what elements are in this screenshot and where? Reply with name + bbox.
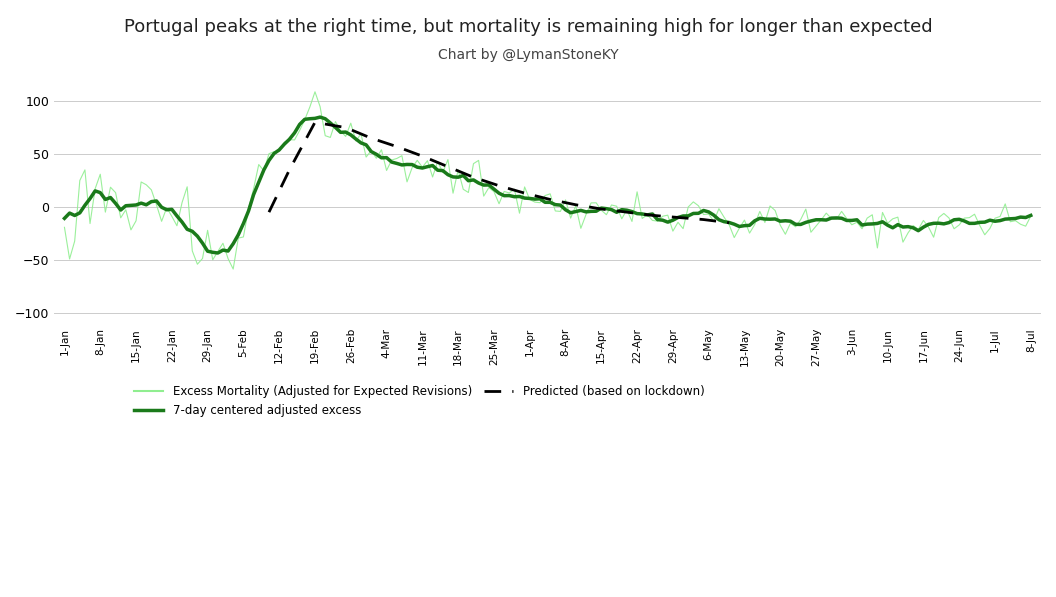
Legend: Excess Mortality (Adjusted for Expected Revisions), 7-day centered adjusted exce: Excess Mortality (Adjusted for Expected …: [129, 380, 710, 421]
Text: Chart by @LymanStoneKY: Chart by @LymanStoneKY: [437, 48, 619, 61]
Text: Portugal peaks at the right time, but mortality is remaining high for longer tha: Portugal peaks at the right time, but mo…: [124, 18, 932, 36]
